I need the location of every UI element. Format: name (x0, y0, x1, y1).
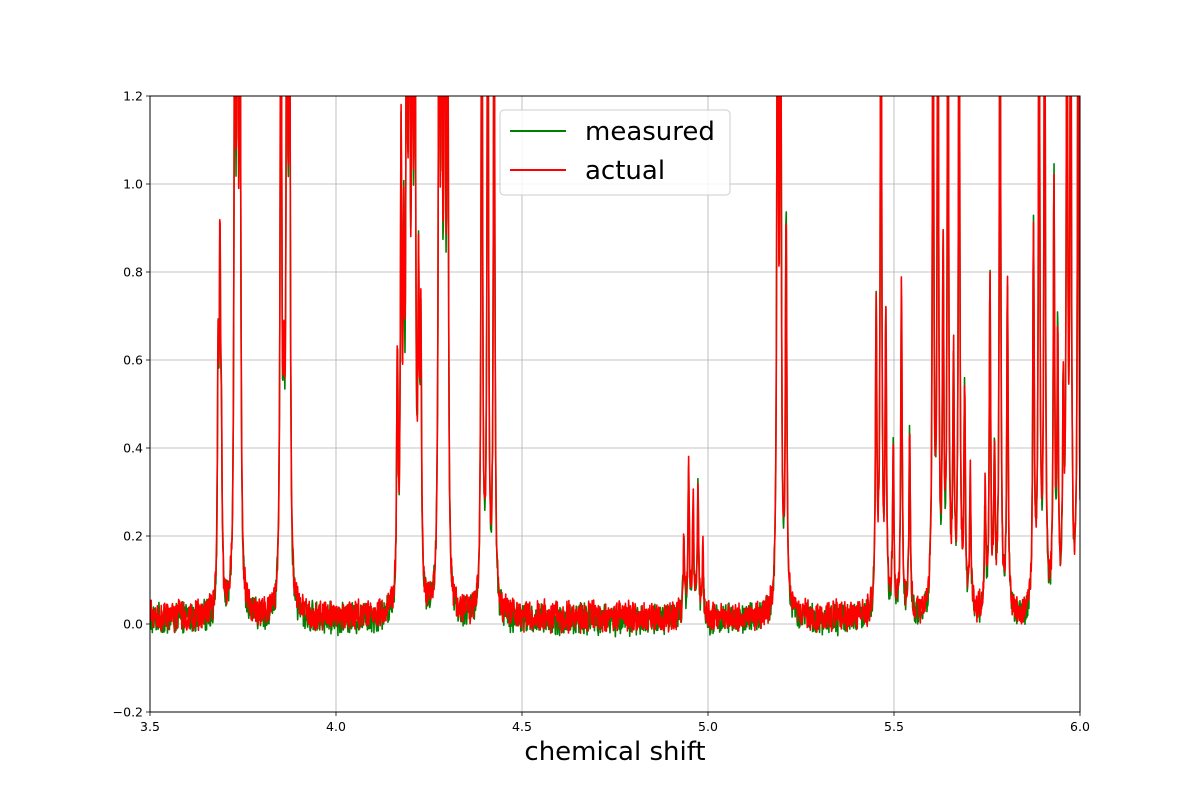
x-tick-label: 4.0 (326, 719, 346, 734)
legend-label-measured: measured (585, 117, 715, 147)
x-axis-label: chemical shift (524, 737, 705, 767)
plot-frame (149, 95, 1081, 713)
y-tick-label: 1.2 (123, 89, 143, 104)
x-tick-label: 3.5 (140, 719, 160, 734)
y-tick-label: 0.6 (123, 353, 143, 368)
legend-label-actual: actual (585, 156, 665, 186)
y-tick-label: 0.0 (123, 617, 143, 632)
legend: measured actual (499, 109, 731, 196)
x-tick-label: 6.0 (1070, 719, 1090, 734)
ticks: 3.5 4.0 4.5 5.0 5.5 6.0 −0.2 0.0 0.2 0.4 0.6 0.8 1.0… (113, 89, 1090, 735)
series-line-actual (150, 96, 1080, 635)
y-tick-label: 0.8 (123, 265, 143, 280)
series-layer (150, 96, 1080, 638)
y-tick-label: 0.2 (123, 529, 143, 544)
y-tick-label: 0.4 (123, 441, 143, 456)
y-tick-label: 1.0 (123, 177, 143, 192)
x-tick-label: 4.5 (512, 719, 532, 734)
x-tick-label: 5.5 (884, 719, 904, 734)
y-tick-label: −0.2 (113, 705, 143, 720)
x-tick-label: 5.0 (698, 719, 718, 734)
